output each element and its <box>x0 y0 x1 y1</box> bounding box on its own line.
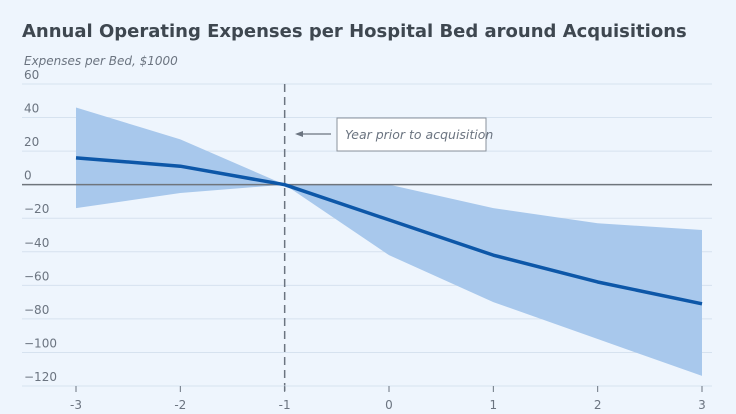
y-tick-label: −100 <box>24 336 57 350</box>
y-tick-label: 40 <box>24 102 39 116</box>
annotation-text: Year prior to acquisition <box>345 127 493 142</box>
chart-title: Annual Operating Expenses per Hospital B… <box>22 21 687 42</box>
y-tick-label: 0 <box>24 169 32 183</box>
arrow-left-icon <box>295 131 303 137</box>
x-axis: -3 -2 -1 0 1 2 3 <box>22 385 712 412</box>
y-tick-label: −120 <box>24 370 57 384</box>
x-tick-label: -1 <box>279 398 291 412</box>
y-tick-label: 60 <box>24 68 39 82</box>
x-tick-label: 2 <box>594 398 602 412</box>
x-tick-label: 1 <box>490 398 498 412</box>
y-tick-label: −60 <box>24 269 49 283</box>
y-tick-label: −80 <box>24 303 49 317</box>
y-axis-label: Expenses per Bed, $1000 <box>24 54 178 68</box>
series-line <box>75 156 703 306</box>
x-tick-label: -2 <box>174 398 186 412</box>
annotation-box <box>336 117 487 152</box>
x-tick-label: 0 <box>385 398 393 412</box>
y-tick-labels: 60 40 20 0 −20 −40 −60 −80 −100 −120 <box>24 68 57 384</box>
y-tick-label: −20 <box>24 202 49 216</box>
y-tick-label: −40 <box>24 236 49 250</box>
y-tick-label: 20 <box>24 135 39 149</box>
x-tick-label: -3 <box>70 398 82 412</box>
annotation: Year prior to acquisition <box>295 117 493 152</box>
x-tick-label: 3 <box>698 398 706 412</box>
